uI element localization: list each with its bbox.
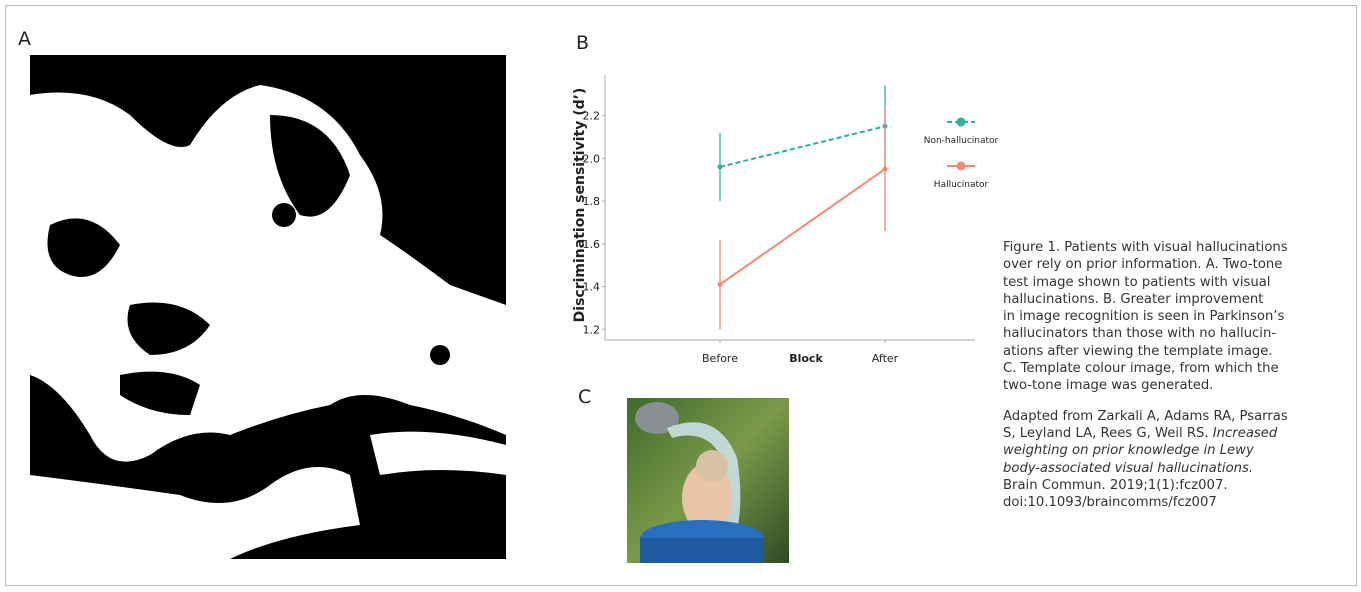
reference-line: body-associated visual hallucinations. bbox=[1003, 460, 1288, 477]
caption-line: Figure 1. Patients with visual hallucina… bbox=[1003, 239, 1288, 256]
caption-line: ations after viewing the template image. bbox=[1003, 343, 1288, 360]
series-line bbox=[720, 126, 885, 167]
panel-label: C bbox=[578, 386, 591, 408]
reference-line: doi:10.1093/braincomms/fcz007 bbox=[1003, 494, 1288, 511]
y-tick-label: 1.6 bbox=[583, 238, 601, 251]
x-axis-label: Block bbox=[789, 352, 823, 365]
panel-label: A bbox=[18, 28, 31, 50]
reference-line: Brain Commun. 2019;1(1):fcz007. bbox=[1003, 477, 1288, 494]
reference-text: Increased bbox=[1213, 426, 1277, 441]
two-tone-image bbox=[30, 55, 506, 559]
caption-line: hallucinations. B. Greater improvement bbox=[1003, 291, 1288, 308]
legend-label: Non-hallucinator bbox=[924, 136, 999, 146]
y-tick-label: 1.2 bbox=[583, 323, 601, 336]
caption-line: in image recognition is seen in Parkinso… bbox=[1003, 308, 1288, 325]
reference-text: Brain Commun. 2019;1(1):fcz007. bbox=[1003, 478, 1228, 493]
chart: Discrimination sensitivity (d’) Block 1.… bbox=[570, 60, 1010, 380]
caption: Figure 1. Patients with visual hallucina… bbox=[1003, 239, 1288, 511]
caption-line: hallucinators than those with no halluci… bbox=[1003, 325, 1288, 342]
reference-text: body-associated visual hallucinations. bbox=[1003, 461, 1253, 476]
point bbox=[718, 282, 723, 287]
reference-text: doi:10.1093/braincomms/fcz007 bbox=[1003, 495, 1217, 510]
page: A B C Discrimination sensitivity (d’) Bl… bbox=[0, 0, 1361, 592]
reference-line: S, Leyland LA, Rees G, Weil RS. Increase… bbox=[1003, 425, 1288, 442]
template-photo bbox=[627, 398, 789, 563]
reference-text: S, Leyland LA, Rees G, Weil RS. bbox=[1003, 426, 1213, 441]
panel-label: B bbox=[576, 32, 589, 54]
reference-text: Adapted from Zarkali A, Adams RA, Psarra… bbox=[1003, 409, 1288, 424]
y-tick-label: 1.8 bbox=[583, 195, 601, 208]
caption-body: Figure 1. Patients with visual hallucina… bbox=[1003, 239, 1288, 395]
legend-marker bbox=[957, 162, 966, 171]
legend-marker bbox=[957, 118, 966, 127]
caption-line: test image shown to patients with visual bbox=[1003, 274, 1288, 291]
reference-text: weighting on prior knowledge in Lewy bbox=[1003, 443, 1254, 458]
caption-line: over rely on prior information. A. Two-t… bbox=[1003, 256, 1288, 273]
reference-line: Adapted from Zarkali A, Adams RA, Psarra… bbox=[1003, 408, 1288, 425]
caption-line: C. Template colour image, from which the bbox=[1003, 360, 1288, 377]
reference-line: weighting on prior knowledge in Lewy bbox=[1003, 442, 1288, 459]
series-line bbox=[720, 169, 885, 284]
reference: Adapted from Zarkali A, Adams RA, Psarra… bbox=[1003, 408, 1288, 512]
point bbox=[883, 167, 888, 172]
y-tick-label: 2.0 bbox=[583, 152, 601, 165]
y-tick-label: 2.2 bbox=[583, 110, 601, 123]
x-tick-label: Before bbox=[702, 352, 738, 365]
legend-label: Hallucinator bbox=[934, 180, 989, 190]
point bbox=[718, 164, 723, 169]
y-tick-label: 1.4 bbox=[583, 281, 601, 294]
x-tick-label: After bbox=[872, 352, 899, 365]
caption-line: two-tone image was generated. bbox=[1003, 377, 1288, 394]
